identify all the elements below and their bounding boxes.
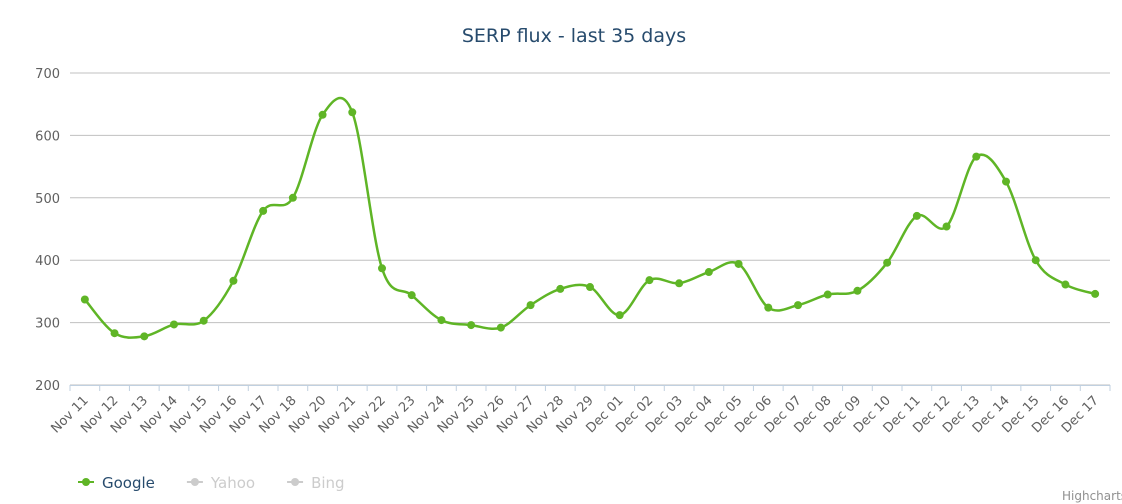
data-point (110, 329, 119, 338)
y-tick-label: 200 (35, 379, 60, 394)
legend-item[interactable]: Bing (287, 474, 345, 492)
data-point (734, 259, 743, 268)
data-point (407, 291, 416, 300)
data-point (586, 283, 594, 292)
data-point (259, 206, 268, 215)
legend-label[interactable]: Google (102, 474, 155, 492)
y-tick-label: 700 (35, 67, 60, 82)
legend-item[interactable]: Google (78, 474, 155, 492)
legend-label[interactable]: Yahoo (210, 474, 255, 492)
data-point (437, 316, 446, 325)
legend-symbol[interactable] (190, 478, 199, 486)
data-point (764, 303, 773, 312)
data-point (675, 279, 684, 288)
data-point (526, 301, 535, 310)
data-point (645, 276, 654, 285)
data-point (348, 108, 357, 117)
chart-title: SERP flux - last 35 days (462, 25, 686, 47)
data-point (170, 320, 178, 329)
data-point (467, 321, 476, 330)
data-point (318, 110, 327, 119)
data-point (288, 193, 297, 202)
data-point (1031, 256, 1040, 265)
data-point (912, 211, 921, 220)
data-point (615, 311, 624, 320)
legend-symbol[interactable] (82, 478, 90, 486)
y-tick-label: 600 (35, 129, 60, 144)
data-point (1002, 177, 1010, 186)
legend-item[interactable]: Yahoo (186, 474, 255, 492)
data-point (853, 286, 862, 295)
credits: Highcharts (1062, 489, 1122, 503)
series-line (83, 96, 1096, 339)
y-tick-label: 500 (35, 192, 60, 207)
data-point (972, 152, 981, 161)
data-point (199, 316, 208, 325)
data-point (556, 284, 565, 293)
legend-label[interactable]: Bing (311, 474, 345, 492)
data-point (496, 323, 505, 332)
y-tick-label: 300 (35, 317, 60, 332)
data-point (823, 290, 832, 299)
data-point (80, 295, 89, 304)
data-point (942, 222, 951, 231)
data-point (794, 301, 802, 310)
data-point (1061, 280, 1070, 289)
data-point (378, 264, 386, 273)
data-point (883, 258, 892, 267)
y-tick-label: 400 (35, 254, 60, 269)
data-point (140, 332, 149, 341)
legend-symbol[interactable] (291, 478, 300, 486)
data-point (1091, 289, 1100, 298)
data-point (229, 276, 238, 285)
data-point (704, 268, 713, 277)
